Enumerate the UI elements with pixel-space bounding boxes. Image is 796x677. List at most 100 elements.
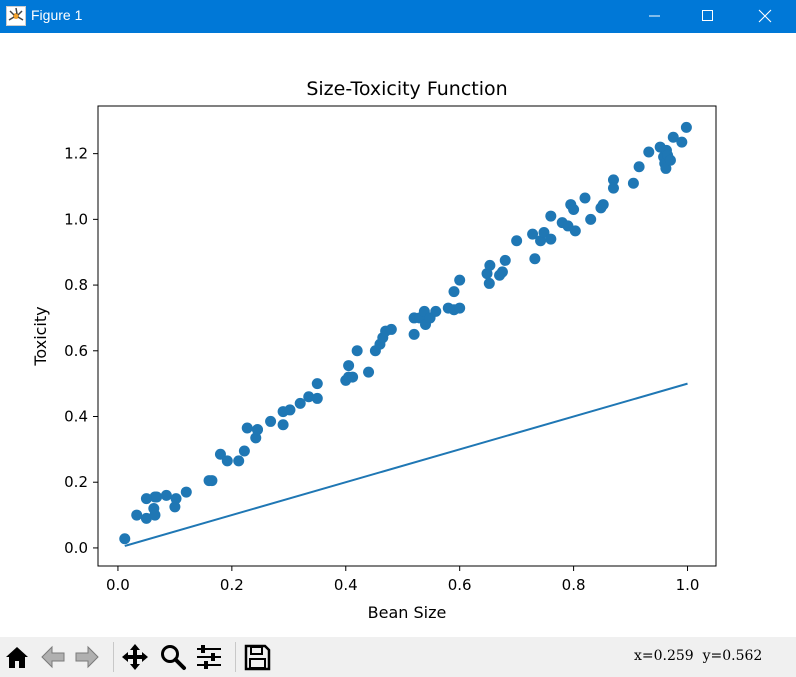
save-icon (244, 644, 271, 671)
reference-line (124, 382, 688, 547)
forward-button[interactable] (70, 640, 104, 674)
scatter-point (119, 533, 131, 545)
scatter-point (131, 509, 143, 521)
scatter-point (483, 277, 495, 289)
scatter-point (545, 233, 557, 245)
configure-subplots-button[interactable] (192, 640, 226, 674)
x-tick-label: 0.4 (334, 576, 358, 594)
maximize-icon (702, 10, 713, 21)
scatter-point (579, 192, 591, 204)
scatter-point (347, 371, 359, 383)
scatter-point (351, 345, 363, 357)
x-tick-label: 0.2 (220, 576, 244, 594)
scatter-point (214, 448, 226, 460)
y-tick-label: 0.6 (64, 342, 88, 360)
scatter-point (169, 501, 181, 513)
scatter-point (499, 254, 511, 266)
x-tick-label: 0.6 (448, 576, 472, 594)
scatter-point (277, 419, 289, 431)
minimize-button[interactable] (632, 0, 678, 33)
minimize-icon (649, 15, 660, 17)
scatter-point (363, 366, 375, 378)
scatter-point (660, 162, 672, 174)
chart-title: Size-Toxicity Function (306, 78, 507, 100)
scatter-point (241, 422, 253, 434)
scatter-point (170, 493, 182, 505)
home-button[interactable] (0, 640, 34, 674)
scatter-point (568, 204, 580, 215)
x-tick-label: 1.0 (676, 576, 700, 594)
matplotlib-app-icon (6, 6, 26, 26)
scatter-point (496, 266, 508, 278)
scatter-point (284, 404, 296, 416)
scatter-point (545, 210, 557, 222)
scatter-point (303, 391, 315, 403)
scatter-point (597, 199, 609, 211)
scatter-point (643, 146, 655, 158)
navigation-toolbar (0, 637, 796, 677)
scatter-point (569, 225, 581, 237)
scatter-point (408, 328, 420, 340)
scatter-point (664, 154, 676, 166)
scatter-point (294, 397, 306, 409)
scatter-point (311, 378, 323, 390)
x-tick-label: 0.8 (562, 576, 586, 594)
scatter-chart: Size-Toxicity Function 0.0 0.2 0.4 0.6 0.8 1.0… (31, 78, 717, 622)
scatter-point (680, 121, 692, 133)
scatter-point (535, 235, 547, 247)
scatter-point (454, 274, 466, 286)
scatter-point (151, 491, 163, 503)
scatter-point (529, 253, 541, 265)
save-button[interactable] (240, 640, 274, 674)
scatter-point (180, 486, 192, 498)
scatter-point (160, 489, 172, 501)
scatter-point (265, 415, 277, 427)
scatter-point (538, 227, 550, 238)
scatter-point (149, 509, 161, 521)
y-axis-label: Toxicity (31, 306, 50, 366)
scatter-point (633, 161, 645, 173)
y-tick-label: 0.4 (64, 408, 88, 426)
figure-canvas[interactable]: Size-Toxicity Function 0.0 0.2 0.4 0.6 0.8 1.0… (0, 33, 796, 637)
title-bar: Figure 1 (0, 0, 796, 33)
scatter-point (667, 131, 679, 143)
scatter-point (585, 213, 597, 225)
scatter-point (221, 455, 233, 467)
scatter-point (140, 493, 152, 505)
scatter-point (454, 302, 466, 314)
maximize-button[interactable] (685, 0, 731, 33)
y-tick-label: 0.8 (64, 276, 88, 294)
pan-button[interactable] (118, 640, 152, 674)
scatter-point (627, 177, 639, 189)
scatter-point (430, 305, 442, 317)
scatter-point (140, 512, 152, 524)
scatter-point (676, 136, 688, 148)
home-icon (6, 647, 28, 668)
scatter-point (311, 392, 323, 404)
zoom-icon (161, 645, 186, 670)
zoom-button[interactable] (156, 640, 190, 674)
scatter-point (233, 455, 245, 467)
pan-icon (122, 644, 148, 670)
y-tick-label: 0.0 (64, 539, 88, 557)
scatter-point (527, 228, 539, 240)
scatter-point (484, 259, 496, 271)
configure-icon (197, 645, 221, 669)
scatter-point (250, 432, 262, 444)
window-title: Figure 1 (31, 7, 83, 23)
scatter-point (511, 235, 523, 247)
scatter-point (251, 424, 263, 436)
toolbar-separator (235, 642, 236, 672)
scatter-point (206, 475, 218, 487)
y-tick-label: 0.2 (64, 473, 88, 491)
back-button[interactable] (36, 640, 70, 674)
axes-frame (97, 105, 717, 567)
close-button[interactable] (742, 0, 788, 33)
y-tick-label: 1.0 (64, 210, 88, 228)
scatter-point (448, 286, 460, 298)
scatter-point (238, 445, 250, 457)
cursor-coordinates: x=0.259 y=0.562 (634, 648, 763, 664)
x-tick-label: 0.0 (106, 576, 130, 594)
scatter-point (385, 323, 397, 335)
scatter-point (343, 360, 355, 372)
